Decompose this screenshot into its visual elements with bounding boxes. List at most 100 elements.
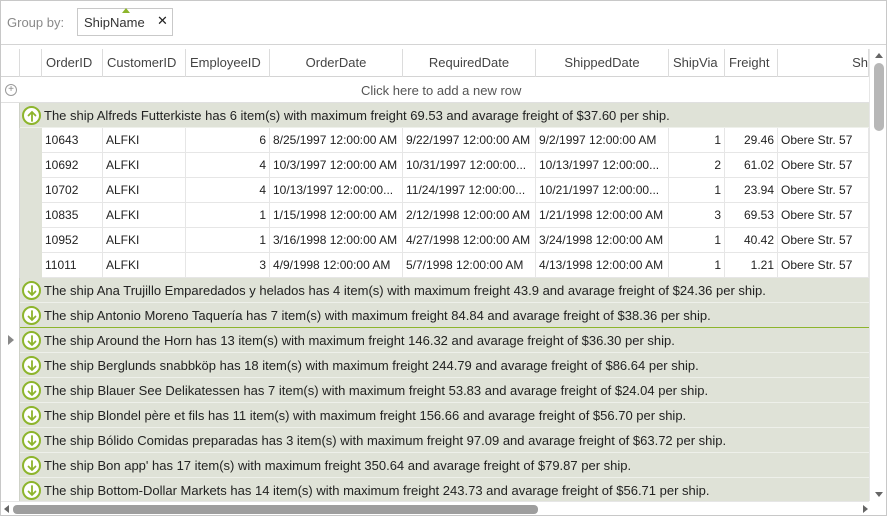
scroll-left-icon[interactable] xyxy=(4,505,9,513)
table-cell-shippeddate[interactable]: 3/24/1998 12:00:00 AM xyxy=(536,228,669,253)
table-cell-sh[interactable]: Obere Str. 57 xyxy=(778,178,869,203)
table-cell-orderdate[interactable]: 10/13/1997 12:00:00... xyxy=(270,178,403,203)
group-header-row[interactable]: The ship Antonio Moreno Taquería has 7 i… xyxy=(1,303,869,328)
table-cell-orderdate[interactable]: 8/25/1997 12:00:00 AM xyxy=(270,128,403,153)
table-row[interactable]: 11011 ALFKI 3 4/9/1998 12:00:00 AM 5/7/1998 … xyxy=(1,253,869,278)
table-cell-shipvia[interactable]: 1 xyxy=(669,178,725,203)
column-header-requireddate[interactable]: RequiredDate xyxy=(403,49,536,77)
table-cell-orderid[interactable]: 10702 xyxy=(42,178,103,203)
table-cell-shipvia[interactable]: 1 xyxy=(669,128,725,153)
expand-group-icon[interactable] xyxy=(22,306,41,325)
table-cell-sh[interactable]: Obere Str. 57 xyxy=(778,253,869,278)
table-cell-customerid[interactable]: ALFKI xyxy=(103,178,186,203)
table-cell-shippeddate[interactable]: 4/13/1998 12:00:00 AM xyxy=(536,253,669,278)
table-cell-requireddate[interactable]: 9/22/1997 12:00:00 AM xyxy=(403,128,536,153)
table-cell-employeeid[interactable]: 3 xyxy=(186,253,270,278)
table-cell-shipvia[interactable]: 1 xyxy=(669,253,725,278)
table-row[interactable]: 10835 ALFKI 1 1/15/1998 12:00:00 AM 2/12/199… xyxy=(1,203,869,228)
group-chip-shipname[interactable]: ShipName ✕ xyxy=(77,8,173,36)
collapse-group-icon[interactable] xyxy=(22,106,41,125)
expand-group-icon[interactable] xyxy=(22,431,41,450)
column-header-shippeddate[interactable]: ShippedDate xyxy=(536,49,669,77)
table-cell-sh[interactable]: Obere Str. 57 xyxy=(778,228,869,253)
column-header-orderid[interactable]: OrderID xyxy=(42,49,103,77)
table-cell-sh[interactable]: Obere Str. 57 xyxy=(778,203,869,228)
table-cell-freight[interactable]: 61.02 xyxy=(725,153,778,178)
table-cell-orderdate[interactable]: 1/15/1998 12:00:00 AM xyxy=(270,203,403,228)
table-cell-freight[interactable]: 1.21 xyxy=(725,253,778,278)
expand-group-icon[interactable] xyxy=(22,381,41,400)
table-cell-requireddate[interactable]: 4/27/1998 12:00:00 AM xyxy=(403,228,536,253)
table-cell-orderid[interactable]: 10692 xyxy=(42,153,103,178)
scroll-right-icon[interactable] xyxy=(863,505,868,513)
table-cell-orderid[interactable]: 10835 xyxy=(42,203,103,228)
table-cell-employeeid[interactable]: 1 xyxy=(186,228,270,253)
table-cell-employeeid[interactable]: 4 xyxy=(186,178,270,203)
group-header-row[interactable]: The ship Berglunds snabbköp has 18 item(… xyxy=(1,353,869,378)
group-header-row[interactable]: The ship Blondel père et fils has 11 ite… xyxy=(1,403,869,428)
group-header-row[interactable]: The ship Bólido Comidas preparadas has 3… xyxy=(1,428,869,453)
table-cell-shippeddate[interactable]: 10/21/1997 12:00:00... xyxy=(536,178,669,203)
table-row[interactable]: 10643 ALFKI 6 8/25/1997 12:00:00 AM 9/22/199… xyxy=(1,128,869,153)
expand-group-icon[interactable] xyxy=(22,281,41,300)
scroll-up-icon[interactable] xyxy=(875,53,883,58)
table-cell-customerid[interactable]: ALFKI xyxy=(103,153,186,178)
table-cell-sh[interactable]: Obere Str. 57 xyxy=(778,153,869,178)
group-header-row[interactable]: The ship Bottom-Dollar Markets has 14 it… xyxy=(1,478,869,501)
table-cell-shipvia[interactable]: 3 xyxy=(669,203,725,228)
group-header-row[interactable]: The ship Blauer See Delikatessen has 7 i… xyxy=(1,378,869,403)
table-cell-requireddate[interactable]: 5/7/1998 12:00:00 AM xyxy=(403,253,536,278)
table-row[interactable]: 10702 ALFKI 4 10/13/1997 12:00:00... 11/24/1… xyxy=(1,178,869,203)
add-new-row[interactable]: + Click here to add a new row xyxy=(1,78,869,103)
table-cell-shipvia[interactable]: 1 xyxy=(669,228,725,253)
group-header-row[interactable]: The ship Alfreds Futterkiste has 6 item(… xyxy=(1,103,869,128)
table-cell-orderdate[interactable]: 10/3/1997 12:00:00 AM xyxy=(270,153,403,178)
table-cell-freight[interactable]: 29.46 xyxy=(725,128,778,153)
table-cell-customerid[interactable]: ALFKI xyxy=(103,228,186,253)
group-header-row[interactable]: The ship Bon app' has 17 item(s) with ma… xyxy=(1,453,869,478)
table-cell-employeeid[interactable]: 6 xyxy=(186,128,270,153)
table-cell-employeeid[interactable]: 1 xyxy=(186,203,270,228)
table-cell-freight[interactable]: 40.42 xyxy=(725,228,778,253)
table-cell-shippeddate[interactable]: 9/2/1997 12:00:00 AM xyxy=(536,128,669,153)
vertical-scroll-thumb[interactable] xyxy=(874,63,884,131)
vertical-scrollbar[interactable] xyxy=(869,49,886,501)
table-cell-customerid[interactable]: ALFKI xyxy=(103,203,186,228)
group-header-row[interactable]: The ship Around the Horn has 13 item(s) … xyxy=(1,328,869,353)
expand-group-icon[interactable] xyxy=(22,406,41,425)
table-cell-shipvia[interactable]: 2 xyxy=(669,153,725,178)
table-cell-customerid[interactable]: ALFKI xyxy=(103,128,186,153)
table-cell-shippeddate[interactable]: 10/13/1997 12:00:00... xyxy=(536,153,669,178)
table-cell-employeeid[interactable]: 4 xyxy=(186,153,270,178)
table-cell-orderdate[interactable]: 4/9/1998 12:00:00 AM xyxy=(270,253,403,278)
table-row[interactable]: 10952 ALFKI 1 3/16/1998 12:00:00 AM 4/27/199… xyxy=(1,228,869,253)
table-row[interactable]: 10692 ALFKI 4 10/3/1997 12:00:00 AM 10/31/19… xyxy=(1,153,869,178)
table-cell-orderid[interactable]: 11011 xyxy=(42,253,103,278)
expand-group-icon[interactable] xyxy=(22,356,41,375)
expand-group-icon[interactable] xyxy=(22,456,41,475)
close-icon[interactable]: ✕ xyxy=(157,13,168,28)
horizontal-scrollbar[interactable] xyxy=(1,501,886,515)
column-header-sh[interactable]: Sh xyxy=(778,49,869,77)
column-header-customerid[interactable]: CustomerID xyxy=(103,49,186,77)
expand-group-icon[interactable] xyxy=(22,331,41,350)
table-cell-requireddate[interactable]: 10/31/1997 12:00:00... xyxy=(403,153,536,178)
table-cell-requireddate[interactable]: 2/12/1998 12:00:00 AM xyxy=(403,203,536,228)
table-cell-freight[interactable]: 23.94 xyxy=(725,178,778,203)
column-header-freight[interactable]: Freight xyxy=(725,49,778,77)
scroll-down-icon[interactable] xyxy=(875,492,883,497)
horizontal-scroll-thumb[interactable] xyxy=(13,505,538,514)
table-cell-orderid[interactable]: 10952 xyxy=(42,228,103,253)
table-cell-customerid[interactable]: ALFKI xyxy=(103,253,186,278)
expand-group-icon[interactable] xyxy=(22,481,41,500)
column-header-orderdate[interactable]: OrderDate xyxy=(270,49,403,77)
table-cell-freight[interactable]: 69.53 xyxy=(725,203,778,228)
column-header-employeeid[interactable]: EmployeeID xyxy=(186,49,270,77)
group-header-row[interactable]: The ship Ana Trujillo Emparedados y hela… xyxy=(1,278,869,303)
table-cell-requireddate[interactable]: 11/24/1997 12:00:00... xyxy=(403,178,536,203)
column-header-shipvia[interactable]: ShipVia xyxy=(669,49,725,77)
table-cell-shippeddate[interactable]: 1/21/1998 12:00:00 AM xyxy=(536,203,669,228)
table-cell-orderid[interactable]: 10643 xyxy=(42,128,103,153)
table-cell-orderdate[interactable]: 3/16/1998 12:00:00 AM xyxy=(270,228,403,253)
table-cell-sh[interactable]: Obere Str. 57 xyxy=(778,128,869,153)
